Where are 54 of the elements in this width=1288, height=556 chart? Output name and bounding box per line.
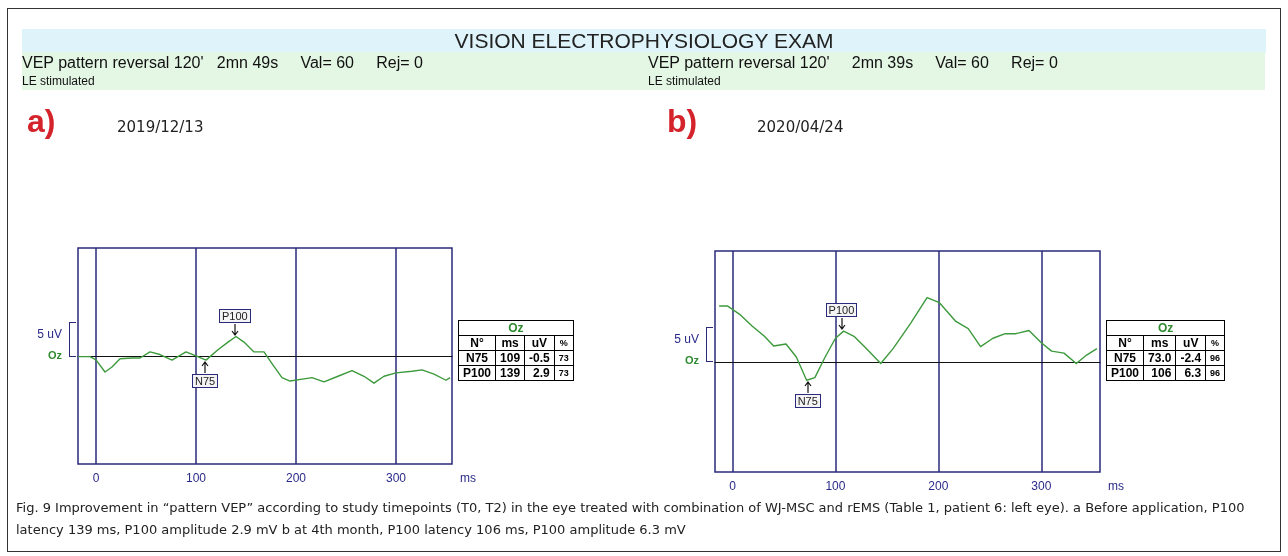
- text: %: [554, 335, 574, 351]
- text: 106: [1143, 365, 1176, 381]
- text: VISION ELECTROPHYSIOLOGY EXAM: [22, 29, 1266, 53]
- text: N75: [458, 350, 496, 366]
- text: VEP pattern reversal 120' 2mn 49s Val= 60 Rej= 0: [22, 54, 423, 72]
- annotation: P100: [825, 303, 858, 318]
- text: uV: [524, 335, 555, 351]
- chart-title: a): [27, 103, 56, 139]
- x-tick-label: 100: [825, 479, 846, 493]
- text: %: [1205, 335, 1225, 351]
- text: 96: [1205, 365, 1225, 381]
- text: Oz: [47, 348, 62, 361]
- text: Oz: [458, 320, 574, 336]
- text: ms: [495, 335, 525, 351]
- annotation: N75: [794, 394, 821, 409]
- text: -2.4: [1175, 350, 1206, 366]
- x-axis-title: ms: [460, 471, 476, 485]
- text: N°: [458, 335, 496, 351]
- text: 109: [495, 350, 525, 366]
- x-axis-title: ms: [1108, 479, 1124, 493]
- text: N°: [1106, 335, 1144, 351]
- x-tick-label: 0: [92, 471, 100, 485]
- text: N75: [1106, 350, 1144, 366]
- chart-title: b): [667, 103, 698, 139]
- x-tick-label: 300: [1031, 479, 1052, 493]
- x-tick-label: 200: [928, 479, 949, 493]
- chart-subtitle: 2020/04/24: [757, 117, 844, 136]
- text: 73: [554, 365, 574, 381]
- x-tick-label: 300: [385, 471, 407, 485]
- text: 96: [1205, 350, 1225, 366]
- x-tick-label: 200: [285, 471, 307, 485]
- text: P100: [1106, 365, 1144, 381]
- text: 73: [554, 350, 574, 366]
- x-tick-label: 0: [729, 479, 737, 493]
- text: LE stimulated: [22, 74, 95, 88]
- annotation: N75: [192, 374, 219, 389]
- text: -0.5: [524, 350, 555, 366]
- x-tick-label: 100: [185, 471, 207, 485]
- caption: Fig. 9 Improvement in “pattern VEP” according to study timepoints (T0, T2) in the eye treated with combination of WJ-MSC and rEMS (Table 1, patient 6: left eye). a Before application, P100 latency 139 ms, P100 amplitude 2.9 mV b at 4th month, P100 latency 106 ms, P100 amplitude 6.3 mV: [16, 499, 1246, 539]
- text: 5 uV: [37, 326, 62, 341]
- text: Oz: [684, 354, 699, 367]
- text: 5 uV: [674, 332, 699, 347]
- text: Oz: [1106, 320, 1225, 336]
- chart-subtitle: 2019/12/13: [117, 117, 204, 136]
- text: uV: [1175, 335, 1206, 351]
- text: 139: [495, 365, 525, 381]
- text: LE stimulated: [648, 74, 721, 88]
- text: 6.3: [1175, 365, 1206, 381]
- text: VEP pattern reversal 120' 2mn 39s Val= 60 Rej= 0: [648, 54, 1058, 72]
- text: 2.9: [524, 365, 555, 381]
- annotation: P100: [219, 308, 251, 323]
- text: ms: [1143, 335, 1176, 351]
- text: 73.0: [1143, 350, 1176, 366]
- text: P100: [458, 365, 496, 381]
